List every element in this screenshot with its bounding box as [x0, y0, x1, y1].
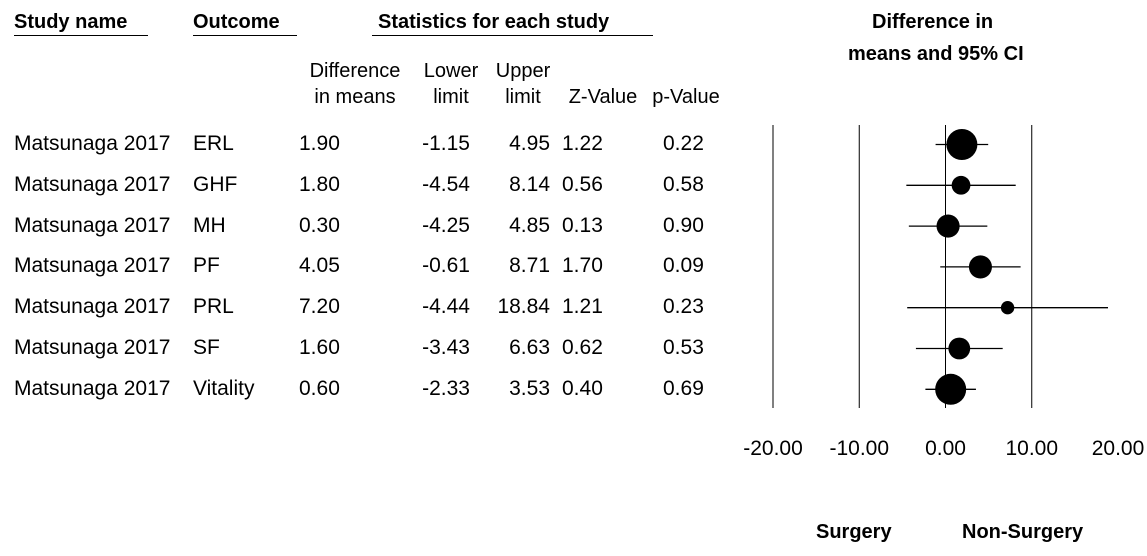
cell-study: Matsunaga 2017	[14, 376, 171, 400]
cell-upper: 4.95	[509, 132, 550, 155]
cell-study: Matsunaga 2017	[14, 213, 171, 237]
cell-lower: -0.61	[422, 254, 470, 278]
cell-p: 0.09	[663, 254, 704, 278]
cell-outcome: SF	[193, 336, 220, 359]
cell-diff: 0.30	[299, 213, 340, 237]
x-tick-label: 20.00	[1092, 437, 1145, 460]
cell-diff: 0.60	[299, 376, 340, 400]
header-outcome-underline	[193, 35, 297, 36]
favours-right-label: Non-Surgery	[962, 521, 1084, 543]
cell-p: 0.58	[663, 172, 704, 196]
header-statistics: Statistics for each study	[378, 11, 610, 33]
cell-upper: 18.84	[497, 295, 550, 319]
cell-z: 1.70	[562, 254, 603, 278]
cell-diff: 1.60	[299, 336, 340, 359]
header-outcome: Outcome	[193, 11, 280, 33]
cell-study: Matsunaga 2017	[14, 295, 171, 319]
point-marker	[951, 175, 971, 195]
cell-lower: -1.15	[422, 132, 470, 155]
col-p-value: p-Value	[652, 86, 720, 108]
point-marker	[936, 214, 960, 238]
cell-outcome: GHF	[193, 172, 238, 196]
cell-upper: 6.63	[509, 336, 550, 359]
col-diff-line1: Difference	[309, 60, 401, 82]
x-tick-label: -20.00	[743, 437, 803, 460]
point-marker	[935, 373, 967, 405]
point-marker	[968, 255, 992, 279]
cell-z: 0.56	[562, 172, 603, 196]
cell-lower: -4.25	[422, 213, 470, 237]
col-upper-line1: Upper	[495, 60, 551, 82]
header-study-name: Study name	[14, 11, 128, 33]
cell-upper: 8.14	[509, 172, 550, 196]
point-marker	[1000, 301, 1015, 315]
x-tick-label: 0.00	[925, 437, 966, 460]
cell-diff: 1.80	[299, 172, 340, 196]
cell-diff: 1.90	[299, 132, 340, 155]
cell-study: Matsunaga 2017	[14, 132, 171, 155]
cell-upper: 4.85	[509, 213, 550, 237]
cell-outcome: PRL	[193, 295, 234, 319]
cell-p: 0.69	[663, 376, 704, 400]
cell-outcome: ERL	[193, 132, 234, 155]
cell-z: 0.13	[562, 213, 603, 237]
cell-lower: -4.44	[422, 295, 470, 319]
col-z-value: Z-Value	[568, 86, 638, 108]
col-upper-line2: limit	[505, 86, 541, 108]
cell-z: 1.21	[562, 295, 603, 319]
cell-study: Matsunaga 2017	[14, 336, 171, 359]
cell-p: 0.90	[663, 213, 704, 237]
header-study-name-underline	[14, 35, 148, 36]
cell-z: 0.40	[562, 376, 603, 400]
cell-lower: -3.43	[422, 336, 470, 359]
x-tick-label: 10.00	[1005, 437, 1058, 460]
favours-left-label: Surgery	[816, 521, 892, 543]
point-marker	[946, 129, 978, 160]
col-lower-line1: Lower	[423, 60, 479, 82]
header-statistics-underline	[372, 35, 653, 36]
plot-title-line1: Difference in	[872, 11, 994, 33]
x-tick-label: -10.00	[829, 437, 889, 460]
cell-p: 0.22	[663, 132, 704, 155]
cell-diff: 4.05	[299, 254, 340, 278]
plot-title-line2: means and 95% CI	[848, 43, 1024, 65]
cell-p: 0.23	[663, 295, 704, 319]
col-lower-line2: limit	[433, 86, 469, 108]
cell-diff: 7.20	[299, 295, 340, 319]
cell-p: 0.53	[663, 336, 704, 359]
cell-outcome: MH	[193, 213, 226, 237]
cell-study: Matsunaga 2017	[14, 254, 171, 278]
cell-z: 0.62	[562, 336, 603, 359]
cell-upper: 8.71	[509, 254, 550, 278]
col-diff-line2: in means	[314, 86, 396, 108]
point-marker	[948, 337, 971, 360]
cell-lower: -4.54	[422, 172, 470, 196]
cell-study: Matsunaga 2017	[14, 172, 171, 196]
cell-outcome: Vitality	[193, 376, 255, 400]
cell-upper: 3.53	[509, 376, 550, 400]
cell-z: 1.22	[562, 132, 603, 155]
cell-lower: -2.33	[422, 376, 470, 400]
cell-outcome: PF	[193, 254, 220, 278]
